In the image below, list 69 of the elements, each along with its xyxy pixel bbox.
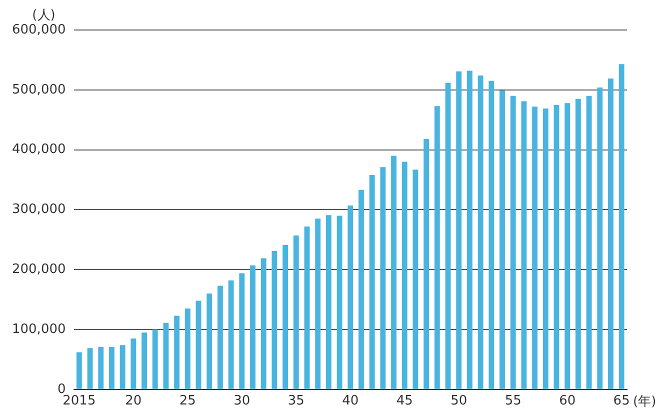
bar: [369, 174, 375, 389]
bar: [163, 322, 169, 389]
bar: [488, 80, 494, 389]
bar: [98, 346, 104, 389]
bar: [445, 82, 451, 389]
x-tick-label: 45: [396, 394, 413, 409]
bar: [326, 215, 332, 389]
bar: [586, 96, 592, 389]
bar: [380, 167, 386, 389]
bar: [217, 286, 223, 389]
y-tick-label: 600,000: [12, 22, 66, 38]
bar: [521, 101, 527, 389]
bar: [228, 280, 234, 389]
bar: [456, 71, 462, 389]
bar: [348, 206, 354, 389]
bar: [109, 346, 114, 389]
y-tick-label: 500,000: [12, 82, 66, 98]
x-tick-label: 20: [125, 394, 142, 409]
bar: [542, 108, 548, 389]
bar: [564, 103, 570, 389]
x-tick-label: 55: [504, 394, 522, 409]
bar: [510, 96, 516, 389]
y-axis-title: (人): [32, 8, 56, 23]
bar: [554, 104, 560, 389]
bar: [196, 300, 202, 389]
bar: [250, 265, 256, 389]
y-tick-label: 300,000: [12, 202, 66, 218]
y-tick-label: 200,000: [12, 262, 66, 277]
bar: [597, 88, 603, 389]
y-tick-label: 100,000: [12, 322, 66, 337]
x-tick-label: 40: [342, 394, 359, 409]
x-tick-label: 25: [179, 394, 196, 409]
bar: [315, 218, 321, 389]
bar: [239, 273, 245, 389]
bar: [412, 170, 418, 389]
bar: [466, 70, 472, 389]
bar: [532, 106, 538, 389]
bar: [402, 162, 408, 389]
bar: [120, 345, 126, 389]
bar: [174, 316, 180, 389]
bar: [152, 330, 158, 389]
bar: [87, 348, 93, 389]
bar: [184, 308, 190, 389]
bar: [304, 226, 310, 389]
bar: [130, 338, 136, 389]
bar: [142, 332, 147, 389]
bar: [478, 76, 484, 389]
x-tick-label: 50: [450, 394, 468, 409]
bar: [260, 258, 266, 389]
bar: [434, 106, 440, 389]
bar: [608, 78, 614, 389]
bar: [282, 245, 288, 389]
bar: [618, 64, 624, 389]
bar: [272, 251, 278, 389]
x-tick-label: 35: [288, 394, 304, 409]
bar: [336, 216, 342, 389]
bar: [424, 139, 430, 389]
bar: [391, 156, 396, 389]
bar: [206, 294, 212, 389]
bar: [575, 98, 581, 389]
bar: [76, 352, 82, 389]
x-tick-label: 30: [234, 394, 250, 409]
bar: [293, 235, 299, 389]
bar: [358, 190, 364, 389]
x-axis-title: (年): [633, 394, 656, 410]
x-tick-label: 65: [613, 394, 630, 409]
bar: [500, 90, 505, 389]
y-tick-label: 400,000: [12, 142, 66, 158]
x-tick-label: 60: [559, 394, 576, 409]
